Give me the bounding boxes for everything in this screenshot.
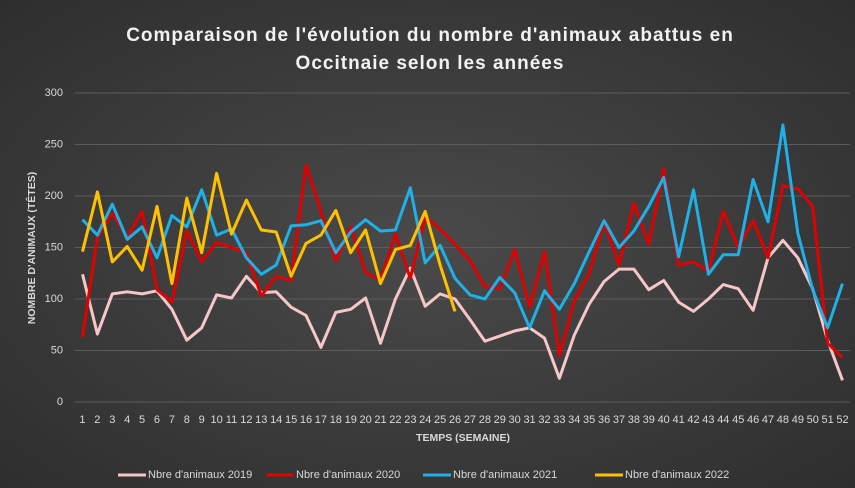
x-tick-label: 30 <box>509 414 521 426</box>
x-tick-label: 5 <box>139 414 145 426</box>
y-axis-title: NOMBRE D'ANIMAUX (TÊTES) <box>25 172 38 324</box>
x-tick-label: 34 <box>568 414 580 426</box>
x-tick-label: 36 <box>598 414 610 426</box>
y-tick-label: 200 <box>45 190 63 202</box>
x-tick-label: 20 <box>360 414 372 426</box>
y-tick-label: 300 <box>45 87 63 99</box>
x-tick-label: 22 <box>389 414 401 426</box>
x-tick-label: 31 <box>523 414 535 426</box>
x-axis-title: TEMPS (SEMAINE) <box>416 432 510 444</box>
x-tick-label: 21 <box>374 414 386 426</box>
series-line <box>81 171 457 312</box>
x-tick-label: 12 <box>240 414 252 426</box>
x-tick-label: 46 <box>747 414 759 426</box>
x-tick-label: 18 <box>330 414 342 426</box>
x-tick-label: 15 <box>285 414 297 426</box>
x-tick-label: 37 <box>613 414 625 426</box>
x-tick-label: 44 <box>717 414 729 426</box>
legend-label: Nbre d'animaux 2019 <box>148 469 252 481</box>
x-tick-label: 51 <box>822 414 834 426</box>
x-tick-label: 8 <box>184 414 190 426</box>
x-tick-label: 26 <box>449 414 461 426</box>
x-tick-label: 33 <box>553 414 565 426</box>
x-tick-label: 16 <box>300 414 312 426</box>
x-tick-label: 42 <box>687 414 699 426</box>
x-tick-label: 14 <box>270 414 282 426</box>
y-tick-label: 100 <box>45 293 63 305</box>
y-tick-label: 150 <box>45 241 63 253</box>
x-tick-label: 7 <box>169 414 175 426</box>
y-tick-label: 50 <box>51 344 63 356</box>
x-tick-label: 17 <box>315 414 327 426</box>
x-tick-label: 28 <box>479 414 491 426</box>
legend-label: Nbre d'animaux 2022 <box>625 469 729 481</box>
x-tick-label: 47 <box>762 414 774 426</box>
x-tick-label: 52 <box>836 414 848 426</box>
series-line <box>81 238 844 381</box>
x-tick-label: 4 <box>124 414 130 426</box>
x-tick-label: 27 <box>464 414 476 426</box>
x-tick-label: 39 <box>643 414 655 426</box>
x-tick-label: 29 <box>494 414 506 426</box>
x-tick-label: 9 <box>199 414 205 426</box>
x-tick-label: 6 <box>154 414 160 426</box>
x-tick-label: 10 <box>210 414 222 426</box>
x-tick-label: 41 <box>672 414 684 426</box>
x-tick-label: 48 <box>777 414 789 426</box>
x-tick-label: 24 <box>419 414 431 426</box>
x-tick-label: 38 <box>628 414 640 426</box>
x-tick-label: 40 <box>658 414 670 426</box>
x-tick-label: 45 <box>732 414 744 426</box>
x-tick-label: 11 <box>226 414 237 426</box>
x-tick-label: 23 <box>404 414 416 426</box>
x-tick-label: 3 <box>109 414 115 426</box>
legend-label: Nbre d'animaux 2021 <box>453 469 557 481</box>
x-tick-label: 50 <box>807 414 819 426</box>
x-tick-label: 2 <box>94 414 100 426</box>
x-tick-label: 13 <box>255 414 267 426</box>
series-line <box>81 163 844 359</box>
x-tick-label: 43 <box>702 414 714 426</box>
x-tick-label: 1 <box>79 414 85 426</box>
x-tick-label: 25 <box>434 414 446 426</box>
x-tick-label: 32 <box>538 414 550 426</box>
chart-title: Comparaison de l'évolution du nombre d'a… <box>126 25 734 74</box>
x-tick-label: 35 <box>583 414 595 426</box>
y-tick-label: 250 <box>45 138 63 150</box>
x-tick-label: 49 <box>792 414 804 426</box>
x-tick-label: 19 <box>345 414 357 426</box>
y-tick-label: 0 <box>57 396 63 408</box>
legend-label: Nbre d'animaux 2020 <box>296 469 400 481</box>
